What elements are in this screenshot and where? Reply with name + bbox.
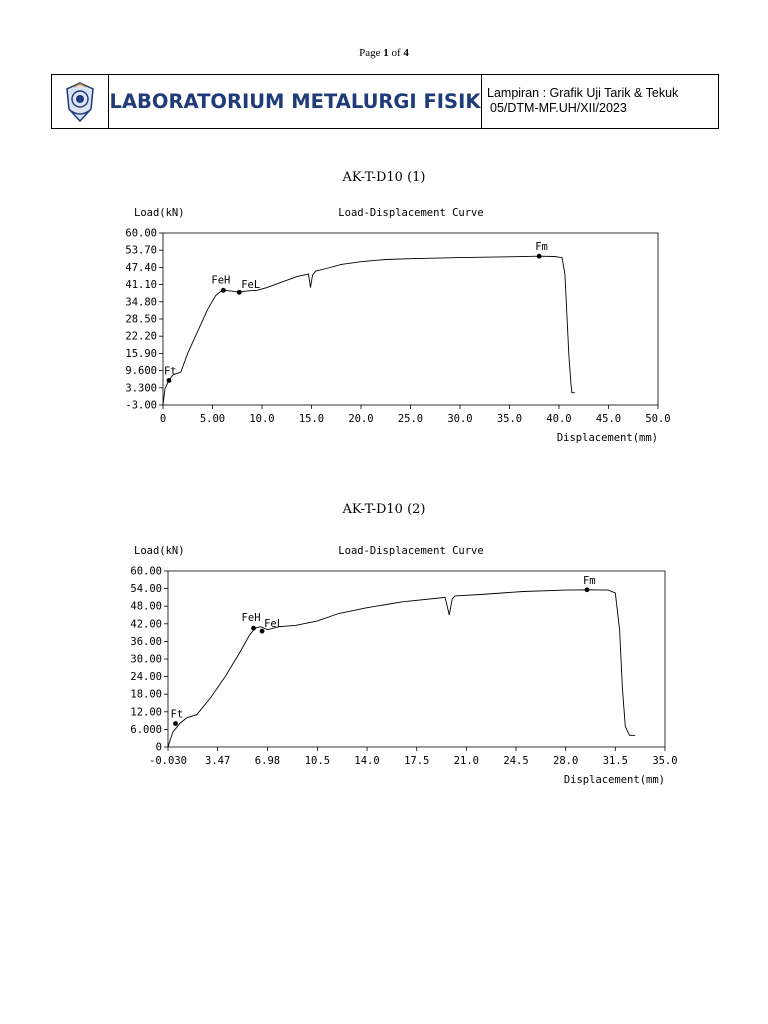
- marker-label-ft: Ft: [164, 365, 177, 377]
- y-tick-label: 3.300: [125, 382, 157, 394]
- marker-point-fel: [259, 628, 265, 634]
- y-tick-label: 53.70: [125, 245, 157, 257]
- x-tick-label: 24.5: [503, 755, 528, 767]
- page-of-word: of: [391, 47, 401, 59]
- page-current: 1: [383, 47, 389, 59]
- load-curve: [162, 255, 575, 406]
- x-tick-label: 10.0: [249, 413, 274, 425]
- marker-point-ft: [173, 721, 178, 726]
- y-axis-label: Load(kN): [134, 545, 185, 557]
- marker-label-fel: FeL: [264, 618, 283, 630]
- x-tick-label: 17.5: [404, 755, 429, 767]
- marker-label-fel: FeL: [241, 279, 260, 291]
- marker-label-feh: FeH: [211, 274, 230, 286]
- chart-1-heading: AK-T-D10 (1): [342, 170, 426, 185]
- y-tick-label: 34.80: [125, 296, 157, 308]
- y-axis-label: Load(kN): [134, 207, 185, 219]
- marker-label-fm: Fm: [583, 575, 596, 587]
- x-tick-label: -0.030: [149, 755, 187, 767]
- y-tick-label: 36.00: [130, 636, 162, 648]
- marker-label-fm: Fm: [535, 241, 548, 253]
- y-tick-label: 30.00: [130, 654, 162, 666]
- logo-cell: [52, 75, 109, 128]
- x-tick-label: 31.5: [603, 755, 628, 767]
- chart-1: Load(kN) Load-Displacement Curve Displacem…: [125, 207, 670, 444]
- lab-title: LABORATORIUM METALURGI FISIK: [109, 90, 481, 113]
- x-tick-label: 45.0: [596, 413, 621, 425]
- attachment-label: Lampiran : Grafik Uji Tarik & Tekuk: [487, 86, 679, 100]
- chart-title: Load-Displacement Curve: [338, 545, 483, 557]
- x-tick-label: 35.0: [652, 755, 677, 767]
- x-tick-label: 28.0: [553, 755, 578, 767]
- y-tick-label: 15.90: [125, 348, 157, 360]
- y-tick-label: 18.00: [130, 689, 162, 701]
- x-tick-label: 40.0: [546, 413, 571, 425]
- chart-title: Load-Displacement Curve: [338, 207, 483, 219]
- y-tick-label: 0: [156, 742, 162, 754]
- y-tick-label: 60.00: [130, 566, 162, 578]
- page-total: 4: [403, 47, 409, 59]
- x-tick-label: 35.0: [497, 413, 522, 425]
- lab-title-cell: LABORATORIUM METALURGI FISIK: [109, 75, 482, 128]
- marker-point-fm: [536, 253, 542, 259]
- university-emblem-icon: [66, 81, 94, 122]
- chart-2: Load(kN) Load-Displacement Curve Displacem…: [130, 545, 677, 786]
- x-tick-label: 3.47: [205, 755, 230, 767]
- page-word: Page: [359, 47, 381, 59]
- x-tick-label: 15.0: [299, 413, 324, 425]
- marker-label-feh: FeH: [242, 612, 261, 624]
- x-tick-label: 5.00: [200, 413, 225, 425]
- marker-label-ft: Ft: [171, 709, 184, 721]
- x-tick-label: 10.5: [305, 755, 330, 767]
- x-axis-label: Displacement(mm): [557, 432, 658, 444]
- y-tick-label: 42.00: [130, 618, 162, 630]
- x-tick-label: 50.0: [645, 413, 670, 425]
- plot-frame: [167, 570, 666, 748]
- attachment-info: Lampiran : Grafik Uji Tarik & Tekuk 05/D…: [482, 75, 718, 128]
- x-tick-label: 0: [160, 413, 166, 425]
- y-tick-label: -3.00: [125, 400, 157, 412]
- y-tick-label: 12.00: [130, 706, 162, 718]
- y-tick-label: 60.00: [125, 228, 157, 240]
- document-code: 05/DTM-MF.UH/XII/2023: [490, 101, 627, 115]
- x-tick-label: 6.98: [255, 755, 280, 767]
- y-tick-label: 28.50: [125, 314, 157, 326]
- x-tick-label: 30.0: [447, 413, 472, 425]
- chart-2-heading: AK-T-D10 (2): [342, 502, 426, 517]
- marker-point-fel: [236, 289, 242, 295]
- y-tick-label: 24.00: [130, 671, 162, 683]
- y-tick-label: 48.00: [130, 601, 162, 613]
- marker-point-feh: [251, 625, 256, 631]
- marker-point-ft: [166, 378, 172, 383]
- x-tick-label: 20.0: [348, 413, 373, 425]
- y-tick-label: 22.20: [125, 331, 157, 343]
- x-tick-label: 21.0: [454, 755, 479, 767]
- x-tick-label: 25.0: [398, 413, 423, 425]
- load-curve: [167, 589, 636, 748]
- x-axis-label: Displacement(mm): [564, 774, 665, 786]
- marker-point-feh: [220, 287, 226, 293]
- page-number: Page 1 of 4: [0, 47, 768, 59]
- y-tick-label: 47.40: [125, 262, 157, 274]
- y-tick-label: 9.600: [125, 365, 157, 377]
- marker-point-fm: [584, 587, 590, 593]
- y-tick-label: 41.10: [125, 279, 157, 291]
- document-header: LABORATORIUM METALURGI FISIK Lampiran : …: [51, 74, 719, 129]
- y-tick-label: 54.00: [130, 583, 162, 595]
- y-tick-label: 6.000: [130, 724, 162, 736]
- x-tick-label: 14.0: [354, 755, 379, 767]
